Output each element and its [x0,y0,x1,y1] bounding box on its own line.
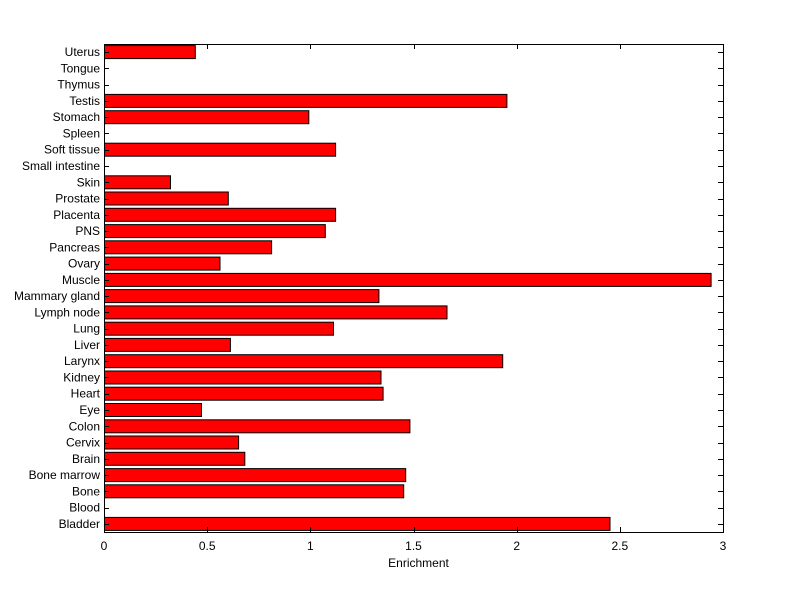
bar-kidney [104,370,382,385]
bar-liver [104,337,231,352]
bar-bladder [104,516,611,531]
y-tick-label: Stomach [53,110,100,124]
y-tick-label: Muscle [62,273,100,287]
y-tick-label: Spleen [63,126,100,140]
bar-skin [104,175,171,190]
bar-soft-tissue [104,142,337,157]
y-tick-label: Lymph node [34,305,100,319]
y-tick-label: PNS [75,224,100,238]
y-tick-label: Larynx [64,354,100,368]
y-tick-label: Testis [69,94,100,108]
x-tick-label: 3 [720,539,727,553]
x-axis-ticks: 0 0.5 1 1.5 2 2.5 3 [101,44,727,553]
y-tick-label: Blood [69,501,100,515]
y-tick-label: Tongue [61,61,101,75]
bars-group [104,45,712,531]
x-tick-label: 1 [307,539,314,553]
y-tick-label: Kidney [63,370,100,384]
bar-cervix [104,435,240,450]
bar-placenta [104,207,337,222]
bar-brain [104,451,246,466]
y-tick-label: Prostate [55,192,100,206]
x-tick-label: 2 [513,539,520,553]
bar-eye [104,403,202,417]
bar-stomach [104,110,310,125]
y-tick-label: Brain [72,452,100,466]
bar-mammary-gland [104,289,380,304]
bar-prostate [104,191,229,206]
y-tick-label: Mammary gland [14,289,100,303]
y-tick-label: Heart [71,387,101,401]
bar-bone-marrow [104,468,407,483]
y-tick-label: Cervix [66,436,100,450]
y-tick-label: Ovary [68,257,100,271]
x-tick-label: 0 [101,539,108,553]
y-tick-label: Uterus [65,45,100,59]
x-tick-label: 0.5 [199,539,216,553]
y-tick-label: Pancreas [49,240,100,254]
y-tick-label: Small intestine [22,159,100,173]
y-axis-ticks: Bladder Blood Bone Bone marrow Brain Cervix Co… [14,45,723,531]
x-axis-label: Enrichment [388,556,449,570]
y-tick-label: Bone [72,484,100,498]
y-tick-label: Thymus [57,78,100,92]
bar-heart [104,386,384,401]
bar-lung [104,321,334,336]
y-tick-label: Placenta [53,208,100,222]
y-tick-label: Soft tissue [44,143,100,157]
x-tick-label: 2.5 [611,539,628,553]
bar-muscle [104,272,712,287]
bar-bone [104,484,405,499]
bar-larynx [104,354,504,369]
y-tick-label: Eye [79,403,100,417]
y-tick-label: Liver [74,338,100,352]
y-tick-label: Colon [69,419,100,433]
bar-pancreas [104,240,273,255]
y-tick-label: Skin [77,175,100,189]
bar-ovary [104,256,221,271]
x-tick-label: 1.5 [405,539,422,553]
bar-testis [104,93,508,108]
bar-colon [104,419,411,434]
bar-lymph-node [104,305,448,320]
bar-pns [104,224,326,239]
y-tick-label: Bladder [59,517,100,531]
bar-uterus [104,45,196,60]
y-tick-label: Bone marrow [29,468,101,482]
y-tick-label: Lung [73,322,100,336]
